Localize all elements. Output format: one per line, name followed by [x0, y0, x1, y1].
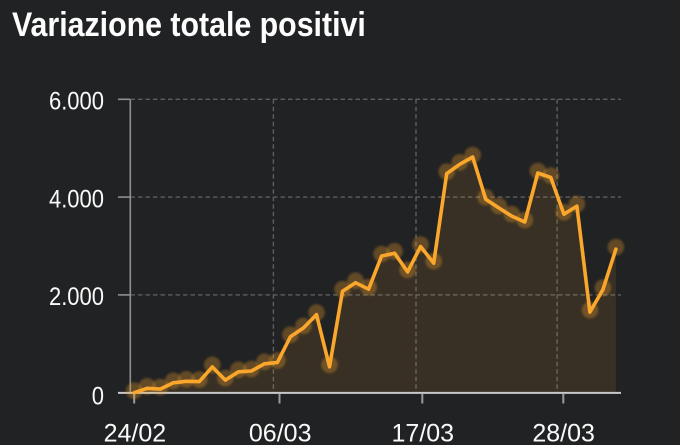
svg-text:0: 0: [92, 382, 104, 410]
svg-text:17/03: 17/03: [392, 420, 455, 445]
svg-text:24/02: 24/02: [104, 420, 167, 445]
svg-text:4.000: 4.000: [49, 185, 104, 213]
svg-text:Variazione totale positivi: Variazione totale positivi: [12, 5, 366, 43]
svg-text:28/03: 28/03: [532, 420, 595, 445]
svg-text:2.000: 2.000: [49, 283, 104, 311]
svg-text:6.000: 6.000: [49, 87, 104, 115]
svg-text:06/03: 06/03: [249, 420, 312, 445]
